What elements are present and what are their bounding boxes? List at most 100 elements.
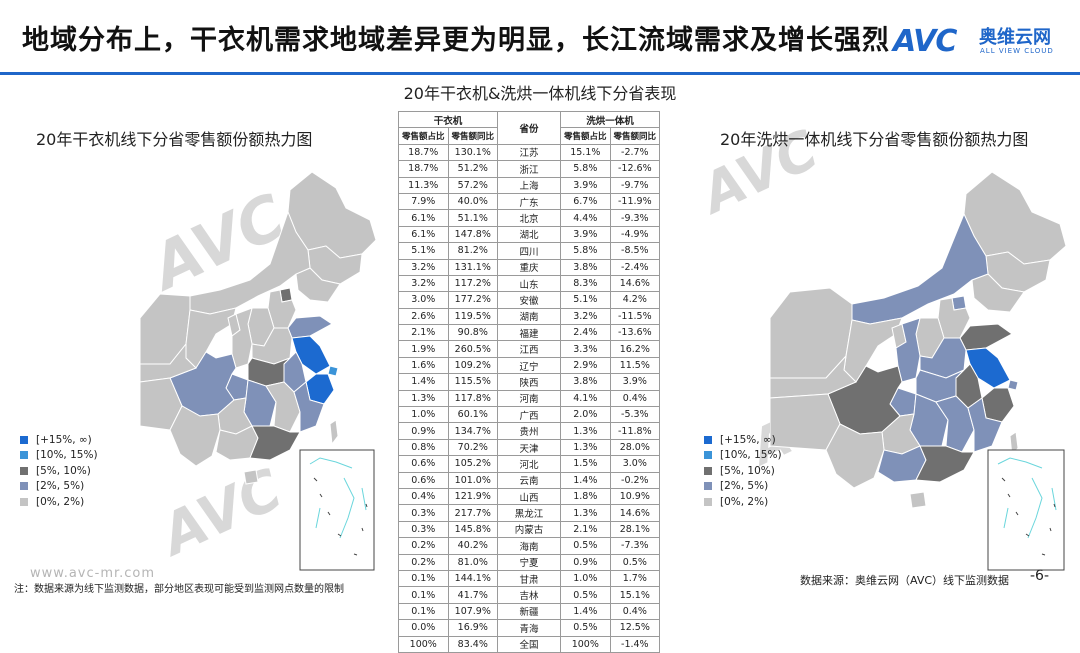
cell-combo-yoy: 0.5% xyxy=(609,553,661,571)
cell-combo-yoy: 4.2% xyxy=(609,291,661,309)
cell-combo-yoy: 16.2% xyxy=(609,340,661,358)
left-legend: [+15%, ∞) [10%, 15%) [5%, 10%) [2%, 5%) … xyxy=(20,432,98,510)
cell-province: 宁夏 xyxy=(497,553,562,571)
table-row: 0.1% 107.9% 新疆 1.4% 0.4% xyxy=(398,602,661,621)
region-guangdong xyxy=(915,445,975,483)
cell-combo-yoy: -9.7% xyxy=(609,176,661,194)
cell-dryer-share: 0.6% xyxy=(398,455,449,473)
cell-combo-yoy: -2.7% xyxy=(609,143,661,162)
cell-dryer-share: 3.2% xyxy=(398,274,449,293)
right-map-title: 20年洗烘一体机线下分省零售额份额热力图 xyxy=(720,130,1029,149)
cell-dryer-yoy: 109.2% xyxy=(447,356,499,375)
cell-dryer-yoy: 81.2% xyxy=(447,242,499,260)
cell-dryer-share: 18.7% xyxy=(398,160,449,178)
cell-dryer-yoy: 121.9% xyxy=(447,487,499,506)
table-row: 0.1% 41.7% 吉林 0.5% 15.1% xyxy=(398,586,661,604)
region-fujian xyxy=(293,381,325,433)
cell-dryer-share: 1.9% xyxy=(398,340,449,358)
cell-combo-yoy: -11.8% xyxy=(609,422,661,440)
region-yunnan xyxy=(169,405,221,467)
legend-item: [+15%, ∞) xyxy=(20,432,98,448)
cell-dryer-yoy: 105.2% xyxy=(447,455,499,473)
cell-combo-share: 8.3% xyxy=(560,274,611,293)
cell-combo-yoy: 1.7% xyxy=(609,569,661,588)
cell-dryer-yoy: 40.0% xyxy=(447,192,499,211)
legend-item: [0%, 2%) xyxy=(20,494,98,510)
cell-province: 陕西 xyxy=(497,373,562,391)
cell-dryer-share: 0.1% xyxy=(398,602,449,621)
cell-dryer-yoy: 60.1% xyxy=(447,406,499,424)
group-header-combo: 洗烘一体机 xyxy=(560,110,661,129)
cell-combo-yoy: -11.9% xyxy=(609,192,661,211)
region-hainan xyxy=(243,469,259,485)
table-row: 100% 83.4% 全国 100% -1.4% xyxy=(398,635,661,653)
table-row: 2.1% 90.8% 福建 2.4% -13.6% xyxy=(398,324,661,342)
col-header-dryer-share: 零售额占比 xyxy=(398,127,449,145)
cell-dryer-yoy: 144.1% xyxy=(447,569,499,588)
cell-combo-share: 3.9% xyxy=(560,176,611,194)
cell-dryer-share: 1.4% xyxy=(398,373,449,391)
legend-label: [5%, 10%) xyxy=(36,464,91,477)
cell-combo-yoy: 0.4% xyxy=(609,602,661,621)
legend-swatch xyxy=(704,451,712,460)
region-shaanxi xyxy=(895,317,921,383)
cell-dryer-share: 1.0% xyxy=(398,406,449,424)
cell-province: 甘肃 xyxy=(497,569,562,588)
cell-province: 江西 xyxy=(497,340,562,358)
cell-combo-share: 4.1% xyxy=(560,389,611,408)
cell-dryer-yoy: 40.2% xyxy=(447,537,499,555)
cell-combo-yoy: -12.6% xyxy=(609,160,661,178)
cell-dryer-share: 0.6% xyxy=(398,471,449,489)
cell-province: 辽宁 xyxy=(497,356,562,375)
col-header-combo-yoy: 零售额同比 xyxy=(609,127,661,145)
cell-combo-yoy: -2.4% xyxy=(609,258,661,276)
cell-dryer-share: 1.3% xyxy=(398,389,449,408)
region-shanghai xyxy=(327,365,339,377)
cell-province: 新疆 xyxy=(497,602,562,621)
legend-label: [+15%, ∞) xyxy=(36,433,92,446)
cell-combo-yoy: 3.0% xyxy=(609,455,661,473)
page-number: -6- xyxy=(1030,568,1050,584)
footer-url: www.avc-mr.com xyxy=(30,566,156,581)
table-row: 0.6% 105.2% 河北 1.5% 3.0% xyxy=(398,455,661,473)
table-row: 3.2% 131.1% 重庆 3.8% -2.4% xyxy=(398,258,661,276)
region-neimenggu xyxy=(851,212,989,325)
cell-combo-yoy: 0.4% xyxy=(609,389,661,408)
cell-province: 安徽 xyxy=(497,291,562,309)
logo-cn-text: 奥维云网 xyxy=(979,27,1051,48)
logo-en-text: ALL VIEW CLOUD xyxy=(980,47,1054,55)
cell-combo-share: 2.9% xyxy=(560,356,611,375)
cell-combo-share: 3.8% xyxy=(560,258,611,276)
cell-dryer-share: 100% xyxy=(398,635,449,653)
cell-combo-yoy: -0.2% xyxy=(609,471,661,489)
legend-swatch xyxy=(20,451,28,460)
province-table: 干衣机 省份 洗烘一体机 零售额占比 零售额同比 零售额占比 零售额同比 18.… xyxy=(397,110,661,653)
cell-dryer-yoy: 177.2% xyxy=(447,291,499,309)
cell-province: 黑龙江 xyxy=(497,504,562,522)
cell-province: 青海 xyxy=(497,619,562,637)
cell-combo-share: 15.1% xyxy=(560,143,611,162)
legend-label: [2%, 5%) xyxy=(720,480,769,493)
cell-province: 山西 xyxy=(497,487,562,506)
south-sea-dashes xyxy=(313,477,368,556)
cell-combo-yoy: -1.4% xyxy=(609,635,661,653)
cell-province: 河北 xyxy=(497,455,562,473)
table-row: 6.1% 147.8% 湖北 3.9% -4.9% xyxy=(398,225,661,244)
table-row: 2.6% 119.5% 湖南 3.2% -11.5% xyxy=(398,307,661,326)
legend-label: [0%, 2%) xyxy=(720,495,769,508)
legend-label: [10%, 15%) xyxy=(36,449,98,462)
cell-dryer-yoy: 115.5% xyxy=(447,373,499,391)
legend-swatch xyxy=(20,497,28,506)
cell-province: 湖北 xyxy=(497,225,562,244)
cell-dryer-yoy: 51.1% xyxy=(447,209,499,227)
region-shandong xyxy=(287,315,333,339)
logo-mark: AVC xyxy=(893,24,957,59)
cell-combo-yoy: -7.3% xyxy=(609,537,661,555)
cell-dryer-share: 0.2% xyxy=(398,537,449,555)
region-hainan xyxy=(909,491,927,509)
cell-province: 四川 xyxy=(497,242,562,260)
cell-combo-share: 5.1% xyxy=(560,291,611,309)
cell-dryer-yoy: 119.5% xyxy=(447,307,499,326)
legend-swatch xyxy=(20,482,28,491)
legend-label: [2%, 5%) xyxy=(36,480,85,493)
